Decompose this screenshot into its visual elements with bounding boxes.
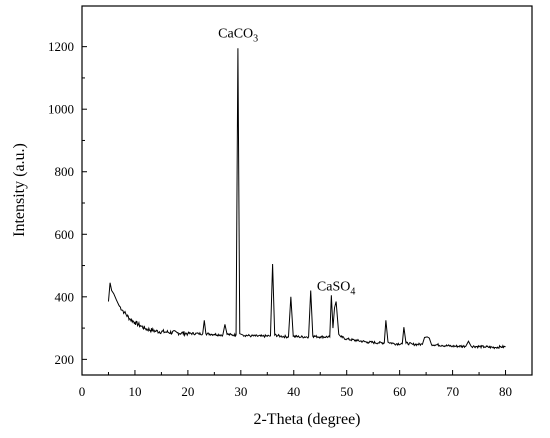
x-tick-label: 70 bbox=[446, 384, 459, 399]
x-axis-ticks: 0 10 20 30 40 50 60 70 80 bbox=[79, 370, 512, 399]
plot-frame bbox=[81, 5, 533, 376]
y-axis-title: Intensity (a.u.) bbox=[11, 143, 28, 237]
y-tick-label: 400 bbox=[55, 289, 75, 304]
y-tick-label: 1200 bbox=[48, 39, 74, 54]
xrd-series-line bbox=[107, 48, 506, 350]
x-tick-label: 80 bbox=[499, 384, 512, 399]
x-tick-label: 50 bbox=[340, 384, 353, 399]
y-tick-label: 800 bbox=[55, 164, 75, 179]
y-tick-label: 1000 bbox=[48, 102, 74, 117]
x-axis-title: 2-Theta (degree) bbox=[253, 411, 360, 428]
y-tick-label: 600 bbox=[55, 227, 75, 242]
peak-annotations: CaCO3 CaSO4 bbox=[218, 26, 355, 297]
x-tick-label: 60 bbox=[393, 384, 406, 399]
y-axis-ticks: 200 400 600 800 1000 1200 bbox=[48, 39, 87, 367]
peak-annotation: CaSO4 bbox=[317, 280, 355, 298]
x-tick-label: 0 bbox=[79, 384, 86, 399]
x-tick-label: 20 bbox=[181, 384, 194, 399]
y-tick-label: 200 bbox=[55, 352, 75, 367]
x-tick-label: 30 bbox=[234, 384, 247, 399]
x-tick-label: 40 bbox=[287, 384, 300, 399]
peak-annotation: CaCO3 bbox=[218, 26, 258, 44]
x-tick-label: 10 bbox=[128, 384, 141, 399]
